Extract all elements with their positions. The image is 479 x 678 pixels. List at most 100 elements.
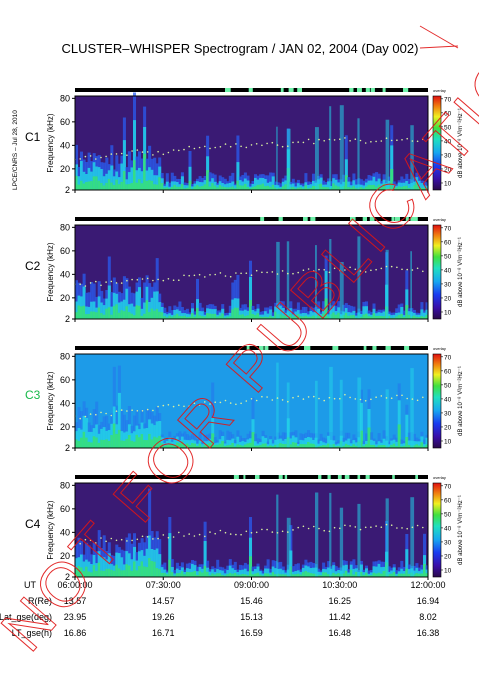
noise-column [77, 184, 81, 190]
noise-column [180, 313, 184, 319]
noise-column [153, 175, 157, 190]
noise-column [206, 170, 210, 190]
noise-column [107, 568, 111, 577]
noise-column [365, 568, 369, 577]
noise-column [143, 440, 147, 448]
ephemeris-value: 09:00:00 [234, 580, 269, 590]
plasma-dot [95, 542, 97, 544]
noise-column [420, 442, 424, 448]
status-highlight [243, 475, 246, 479]
plasma-dot [245, 146, 248, 149]
emission-streak [339, 507, 344, 577]
noise-column [390, 444, 394, 448]
colorbar-tick-label: 20 [444, 295, 452, 302]
noise-column [150, 180, 154, 190]
noise-column [150, 439, 154, 448]
plasma-dot [214, 532, 216, 535]
plasma-dot [219, 529, 222, 532]
plasma-dot [105, 155, 107, 158]
noise-column [127, 565, 131, 577]
noise-column [382, 438, 386, 448]
noise-column [327, 443, 331, 448]
noise-column [322, 445, 326, 448]
plasma-dot [411, 140, 414, 142]
plasma-dot [313, 270, 315, 272]
noise-column [294, 564, 298, 577]
noise-column [299, 444, 303, 448]
noise-column [216, 316, 220, 319]
plasma-dot [411, 398, 414, 400]
noise-column [122, 414, 126, 448]
noise-column [259, 177, 263, 190]
noise-column [324, 187, 328, 190]
noise-column [107, 307, 111, 319]
plasma-dot [115, 410, 118, 413]
noise-column [178, 431, 182, 448]
noise-column [163, 313, 167, 319]
noise-column [309, 311, 313, 319]
noise-column [201, 316, 205, 319]
noise-column [281, 315, 285, 319]
noise-column [296, 563, 300, 577]
noise-column [251, 432, 255, 448]
noise-column [150, 297, 154, 319]
noise-column [359, 572, 363, 577]
noise-column [130, 440, 134, 448]
plasma-dot [401, 139, 403, 141]
noise-column [392, 184, 396, 190]
noise-column [148, 433, 152, 448]
noise-column [417, 180, 421, 190]
plasma-dot [323, 269, 326, 271]
noise-column [100, 439, 104, 448]
emission-streak [276, 126, 278, 190]
noise-column [153, 561, 157, 577]
noise-column [170, 181, 174, 190]
colorbar-tick-label: 50 [444, 253, 452, 260]
colorbar [432, 95, 442, 191]
noise-column [206, 571, 210, 577]
noise-column [392, 572, 396, 577]
noise-column [211, 313, 215, 319]
noise-column [291, 435, 295, 448]
noise-column [289, 308, 293, 319]
noise-column [269, 186, 273, 190]
noise-column [188, 314, 192, 319]
noise-column [334, 574, 338, 577]
noise-column [375, 316, 379, 319]
noise-column [425, 309, 429, 319]
noise-column [352, 186, 356, 190]
noise-column [367, 316, 371, 319]
noise-column [233, 188, 237, 190]
noise-column [148, 180, 152, 190]
noise-column [175, 182, 179, 190]
noise-column [191, 313, 195, 319]
noise-column [301, 186, 305, 190]
noise-column [417, 573, 421, 577]
noise-column [359, 179, 363, 190]
noise-column [168, 444, 172, 448]
noise-column [397, 186, 401, 190]
noise-column [150, 423, 154, 448]
noise-column [425, 187, 429, 190]
plasma-dot [105, 412, 107, 415]
noise-column [110, 306, 114, 319]
plasma-dot [302, 141, 305, 144]
plasma-dot [115, 282, 118, 284]
noise-column [359, 314, 363, 319]
emission-streak [410, 251, 412, 319]
noise-column [251, 571, 255, 577]
noise-column [100, 169, 104, 190]
noise-column [90, 442, 94, 448]
emission-streak [315, 380, 318, 448]
figure-title: CLUSTER–WHISPER Spectrogram / JAN 02, 20… [62, 41, 419, 56]
plasma-dot [178, 149, 180, 152]
colorbar-tick-label: 70 [444, 96, 452, 103]
noise-column [185, 572, 189, 577]
plasma-dot [255, 399, 258, 402]
noise-column [208, 575, 212, 577]
plasma-dot [354, 268, 357, 271]
noise-column [100, 313, 104, 319]
plasma-dot [318, 138, 320, 141]
plasma-dot [152, 154, 154, 156]
noise-column [125, 438, 129, 448]
